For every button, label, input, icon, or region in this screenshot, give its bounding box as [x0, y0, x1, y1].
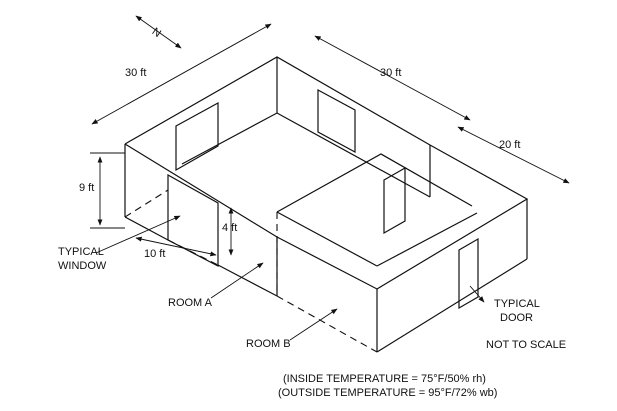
typical-window-label: TYPICAL WINDOW — [58, 246, 107, 272]
room-b-leader — [289, 308, 338, 341]
partition-wall-lower-right — [376, 212, 478, 267]
house-outline — [124, 56, 529, 353]
door-leader — [469, 285, 485, 303]
bottom-edge-right — [376, 258, 528, 353]
dim-window-width-label: 10 ft — [144, 248, 165, 260]
hidden-floor-left — [124, 189, 169, 218]
typical-door-label: TYPICAL DOOR — [494, 298, 543, 324]
back-wall-inner-edge — [181, 112, 431, 198]
window-leader — [95, 215, 181, 254]
room-a-label: ROOM A — [168, 297, 213, 309]
room-b-label: ROOM B — [246, 338, 291, 350]
interior-door — [383, 166, 406, 235]
dim-height-label: 9 ft — [79, 182, 94, 194]
bottom-edge-left — [124, 216, 169, 241]
outside-temperature-label: (OUTSIDE TEMPERATURE = 95°F/72% wb) — [278, 387, 497, 399]
dim-right-label: 20 ft — [499, 139, 520, 151]
hidden-bottom-edge — [276, 295, 378, 353]
typical-window — [167, 173, 219, 267]
dim-top-right-label: 30 ft — [380, 67, 401, 79]
room-a-leader — [210, 262, 264, 299]
partition-wall — [276, 153, 473, 213]
dim-window-height-label: 4 ft — [222, 222, 237, 234]
bottom-edge-mid — [217, 264, 278, 297]
dimension-lines — [90, 23, 570, 257]
back-left-window — [175, 101, 219, 172]
dim-top-left-label: 30 ft — [125, 67, 146, 79]
not-to-scale-label: NOT TO SCALE — [486, 339, 566, 351]
partition-wall-lower — [276, 211, 378, 267]
north-label: N — [150, 26, 163, 40]
inside-temperature-label: (INSIDE TEMPERATURE = 75°F/50% rh) — [283, 373, 486, 385]
north-arrow-icon: N — [135, 15, 182, 49]
typical-door — [458, 237, 479, 310]
top-wall-edge — [124, 56, 529, 290]
